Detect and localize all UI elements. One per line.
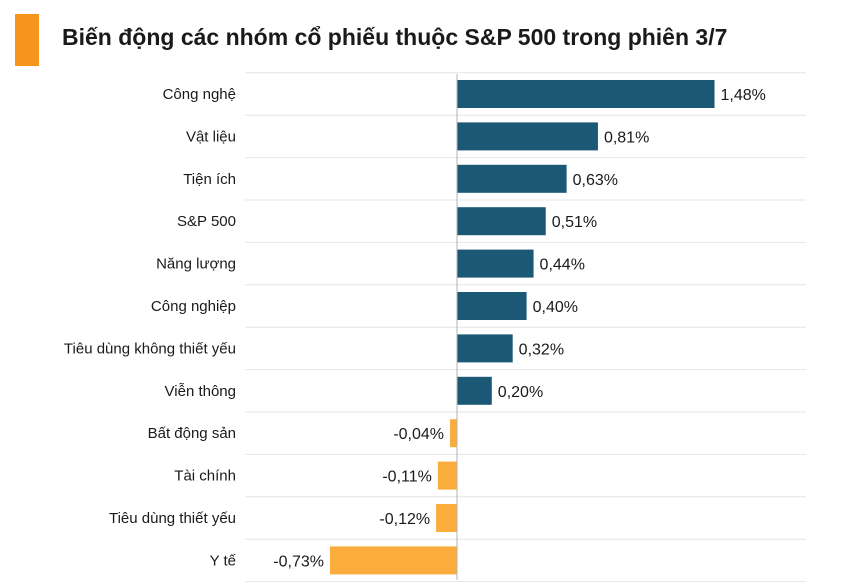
value-label: -0,04% <box>393 426 444 443</box>
value-label: 0,63% <box>573 172 618 189</box>
value-label: -0,12% <box>379 511 430 528</box>
category-label: Tài chính <box>174 468 236 485</box>
value-label: 0,44% <box>540 257 585 274</box>
value-label: 0,40% <box>533 299 578 316</box>
bar <box>457 334 513 363</box>
value-label: 0,81% <box>604 129 649 146</box>
bar <box>437 461 457 490</box>
bar <box>457 292 527 320</box>
category-label: Y tế <box>210 552 237 569</box>
bar <box>457 376 492 405</box>
category-label: Công nghiệp <box>151 298 236 315</box>
value-label: 0,51% <box>552 214 597 231</box>
chart-title: Biến động các nhóm cổ phiếu thuộc S&P 50… <box>62 24 728 50</box>
value-label: -0,73% <box>273 553 324 570</box>
category-label: Viễn thông <box>165 383 236 400</box>
bar <box>450 419 457 448</box>
bar <box>457 164 567 193</box>
category-label: Vật liệu <box>186 128 236 145</box>
category-label: S&P 500 <box>177 213 236 230</box>
bar <box>457 80 715 108</box>
category-label: Tiêu dùng thiết yếu <box>109 510 236 527</box>
bar <box>457 122 598 151</box>
bar <box>329 546 457 575</box>
category-label: Tiện ích <box>183 171 236 188</box>
category-label: Năng lượng <box>156 256 236 273</box>
category-label: Công nghệ <box>163 86 236 103</box>
value-label: -0,11% <box>382 469 432 486</box>
value-label: 0,32% <box>519 341 564 358</box>
category-label: Bất động sản <box>148 425 236 442</box>
value-label: 1,48% <box>721 87 766 104</box>
title-accent-bar <box>15 14 39 66</box>
bar <box>457 249 534 278</box>
value-label: 0,20% <box>498 384 543 401</box>
bar <box>457 207 546 236</box>
bar <box>436 504 457 532</box>
category-label: Tiêu dùng không thiết yếu <box>64 340 236 357</box>
